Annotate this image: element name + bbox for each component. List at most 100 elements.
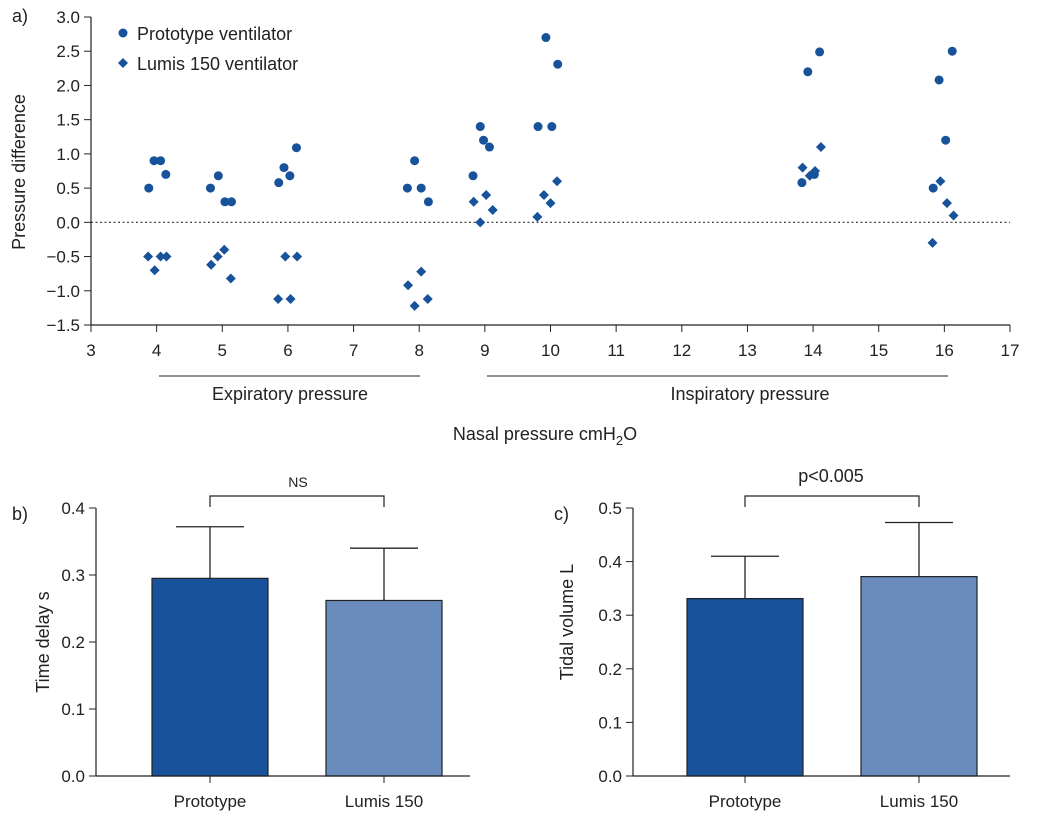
lumis-point — [532, 211, 543, 222]
lumis-point — [285, 293, 296, 304]
lumis-point — [143, 251, 154, 262]
lumis-point — [804, 170, 815, 181]
prototype-point — [947, 46, 957, 56]
lumis-point — [815, 142, 826, 153]
inspiratory-group-label: Inspiratory pressure — [670, 384, 829, 404]
prototype-point — [934, 75, 944, 85]
prototype-point — [541, 33, 551, 43]
prototype-point — [226, 197, 236, 207]
y-tick-label: 0.0 — [61, 767, 85, 786]
lumis-point — [161, 251, 172, 262]
prototype-point — [815, 47, 825, 57]
lumis-point — [552, 176, 563, 187]
x-tick-label: 7 — [349, 341, 358, 360]
y-tick-label: 0.2 — [598, 660, 622, 679]
y-tick-label: 3.0 — [56, 8, 80, 27]
bar-prototype — [151, 577, 269, 777]
panel-c-label: c) — [554, 504, 569, 524]
prototype-point — [803, 67, 813, 77]
panel-b-label: b) — [12, 504, 28, 524]
x-tick-label: 12 — [672, 341, 691, 360]
lumis-point — [149, 265, 160, 276]
panel-a-y-axis-label: Pressure difference — [9, 94, 29, 250]
lumis-point — [487, 205, 498, 216]
panel-b: b) Time delay s Prototype Lumis 150 0.0 0.1… — [12, 474, 470, 811]
prototype-point — [475, 122, 485, 132]
legend: Prototype ventilator Lumis 150 ventilato… — [118, 24, 298, 74]
bar-prototype — [686, 597, 804, 777]
y-tick-label: 2.5 — [56, 42, 80, 61]
lumis-point — [409, 300, 420, 311]
lumis-point — [212, 251, 223, 262]
prototype-point — [468, 171, 478, 181]
lumis-point — [810, 166, 821, 176]
legend-prototype-label: Prototype ventilator — [137, 24, 292, 44]
x-tick-label: Prototype — [709, 792, 782, 811]
y-tick-label: 2.0 — [56, 76, 80, 95]
prototype-point — [416, 183, 426, 193]
x-tick-label: 10 — [541, 341, 560, 360]
x-tick-label: 9 — [480, 341, 489, 360]
x-tick-label: 5 — [218, 341, 227, 360]
y-tick-label: 0.3 — [61, 566, 85, 585]
panel-a-label: a) — [12, 6, 28, 26]
y-tick-label: 1.5 — [56, 111, 80, 130]
panel-a: a) Pressure difference −1.5 −1.0 −0.5 0.0 0.… — [9, 6, 1019, 448]
y-tick-label: 0.1 — [598, 713, 622, 732]
prototype-point — [553, 59, 563, 69]
x-tick-label: 15 — [869, 341, 888, 360]
panel-c: c) Tidal volume L Prototype Lumis 150 0.0 0… — [554, 466, 1010, 811]
prototype-point — [410, 156, 420, 166]
lumis-point — [206, 259, 217, 270]
prototype-point — [402, 183, 412, 193]
y-tick-label: −1.0 — [46, 282, 80, 301]
lumis-point — [538, 189, 549, 200]
lumis-point — [155, 251, 166, 262]
legend-circle-marker — [118, 28, 128, 38]
lumis-point — [797, 162, 808, 173]
x-tick-label: 6 — [283, 341, 292, 360]
lumis-point — [280, 251, 291, 262]
panel-a-x-axis-label: Nasal pressure cmH2O — [453, 424, 637, 448]
panel-c-chart: Prototype Lumis 150 0.0 0.1 0.2 0.3 0.4 0.5 — [598, 495, 1010, 811]
y-tick-label: −0.5 — [46, 248, 80, 267]
prototype-point — [274, 178, 284, 188]
panel-b-significance: NS — [288, 474, 307, 490]
significance-bracket — [744, 495, 920, 507]
prototype-point — [156, 156, 166, 166]
y-tick-label: 0.2 — [61, 633, 85, 652]
prototype-point — [213, 171, 223, 181]
panel-a-points — [143, 33, 959, 311]
prototype-point — [205, 183, 215, 193]
prototype-point — [285, 171, 295, 181]
y-tick-label: 1.0 — [56, 145, 80, 164]
prototype-point — [928, 183, 938, 193]
prototype-point — [423, 197, 433, 207]
y-tick-label: 0.1 — [61, 700, 85, 719]
lumis-point — [273, 293, 284, 304]
panel-c-significance: p<0.005 — [798, 466, 864, 486]
lumis-point — [225, 273, 236, 284]
lumis-point — [403, 280, 414, 291]
prototype-point — [149, 156, 159, 166]
x-tick-label: 3 — [86, 341, 95, 360]
prototype-point — [220, 197, 230, 207]
lumis-point — [219, 244, 230, 255]
panel-a-ticks: −1.5 −1.0 −0.5 0.0 0.5 1.0 1.5 2.0 2.5 3.0 3 4 5 6 7 8 9… — [46, 8, 1019, 360]
x-tick-label: Prototype — [174, 792, 247, 811]
lumis-point — [941, 198, 952, 209]
lumis-point — [927, 237, 938, 248]
x-tick-label: Lumis 150 — [880, 792, 958, 811]
x-tick-label: 8 — [414, 341, 423, 360]
panel-b-y-axis-label: Time delay s — [33, 591, 53, 692]
legend-lumis-label: Lumis 150 ventilator — [137, 54, 298, 74]
y-tick-label: 0.3 — [598, 606, 622, 625]
panel-c-y-axis-label: Tidal volume L — [557, 564, 577, 680]
x-tick-label: 17 — [1001, 341, 1020, 360]
y-tick-label: 0.0 — [56, 213, 80, 232]
prototype-point — [279, 163, 289, 173]
expiratory-group-label: Expiratory pressure — [212, 384, 368, 404]
significance-bracket — [209, 495, 385, 507]
prototype-point — [533, 122, 543, 132]
prototype-point — [797, 178, 807, 188]
